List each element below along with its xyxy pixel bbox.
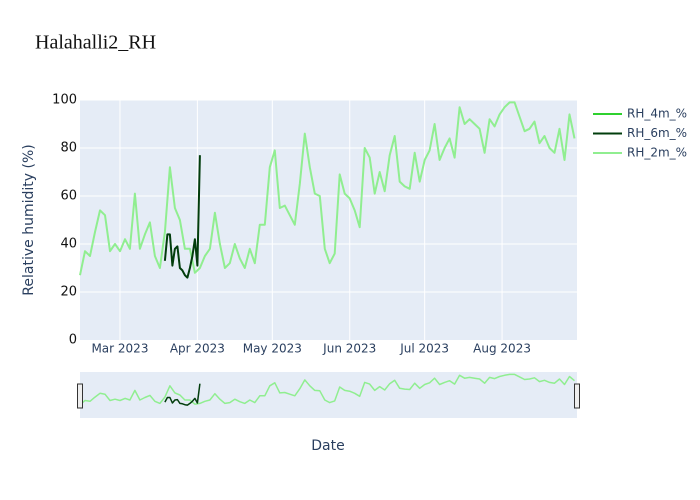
y-tick-label: 40 bbox=[60, 237, 77, 252]
y-tick-label: 0 bbox=[69, 333, 77, 348]
x-axis-title: Date bbox=[311, 438, 344, 454]
slider-line bbox=[79, 373, 575, 406]
x-tick-label: Jun 2023 bbox=[322, 342, 376, 356]
legend-label[interactable]: RH_2m_% bbox=[627, 146, 687, 160]
x-tick-label: Apr 2023 bbox=[170, 342, 225, 356]
legend-label[interactable]: RH_6m_% bbox=[627, 126, 687, 140]
slider-line bbox=[164, 383, 201, 406]
plot-area bbox=[80, 100, 577, 340]
x-tick-label: May 2023 bbox=[243, 342, 302, 356]
y-tick-label: 100 bbox=[52, 93, 77, 108]
series-line bbox=[163, 155, 201, 279]
y-tick-label: 20 bbox=[60, 285, 77, 300]
series-line bbox=[79, 101, 576, 276]
x-tick-label: Aug 2023 bbox=[473, 342, 531, 356]
y-tick-label: 80 bbox=[60, 141, 77, 156]
chart-title: Halahalli2_RH bbox=[35, 32, 156, 54]
y-axis-title: Relative humidity (%) bbox=[21, 144, 37, 295]
range-slider[interactable] bbox=[80, 372, 577, 418]
x-tick-label: Mar 2023 bbox=[91, 342, 148, 356]
slider-handle[interactable] bbox=[77, 383, 83, 409]
legend-label[interactable]: RH_4m_% bbox=[627, 107, 687, 121]
slider-handle[interactable] bbox=[574, 383, 580, 409]
x-tick-label: Jul 2023 bbox=[399, 342, 449, 356]
y-tick-label: 60 bbox=[60, 189, 77, 204]
